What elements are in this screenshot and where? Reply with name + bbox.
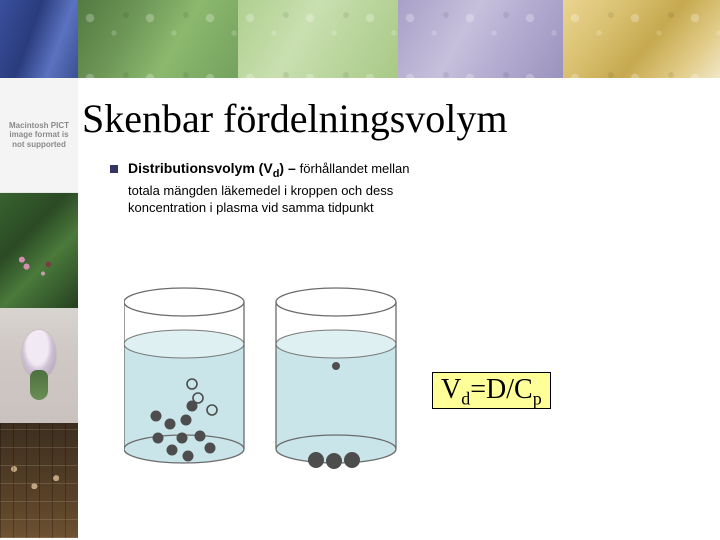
formula-eq: =D/C (470, 374, 532, 405)
formula: Vd=D/Cp (432, 372, 551, 409)
pict-placeholder-text: Macintosh PICT image format is not suppo… (6, 121, 72, 150)
sidebar-photo-2 (0, 308, 78, 423)
beaker-svg (124, 278, 424, 498)
banner-seg-green-dark (78, 0, 238, 78)
banner-seg-yellow (563, 0, 720, 78)
def-line-3: koncentration i plasma vid samma tidpunk… (128, 200, 374, 215)
beaker-diagram (124, 278, 424, 498)
definition-row: Distributionsvolym (Vd) – förhållandet m… (110, 160, 702, 217)
banner-seg-purple (398, 0, 563, 78)
sidebar-photo-1 (0, 193, 78, 308)
formula-lhs-base: V (441, 374, 461, 405)
def-strong-suffix: ) – (279, 160, 299, 176)
banner-seg-green-light (238, 0, 398, 78)
header-banner (0, 0, 720, 78)
bullet-icon (110, 165, 118, 173)
formula-box: Vd=D/Cp (432, 372, 551, 409)
sidebar: Macintosh PICT image format is not suppo… (0, 78, 78, 540)
sidebar-pict-placeholder: Macintosh PICT image format is not suppo… (0, 78, 78, 193)
slide-title: Skenbar fördelningsvolym (82, 95, 702, 142)
def-small-1: förhållandet mellan (300, 161, 410, 176)
banner-seg-blue (0, 0, 78, 78)
formula-lhs-sub: d (461, 389, 470, 409)
def-line-2: totala mängden läkemedel i kroppen och d… (128, 183, 393, 198)
slide-content: Skenbar fördelningsvolym Distributionsvo… (82, 95, 702, 217)
def-strong-prefix: Distributionsvolym (V (128, 160, 273, 176)
definition-text: Distributionsvolym (Vd) – förhållandet m… (128, 160, 410, 217)
sidebar-photo-3 (0, 423, 78, 538)
formula-rhs-sub: p (533, 389, 542, 409)
